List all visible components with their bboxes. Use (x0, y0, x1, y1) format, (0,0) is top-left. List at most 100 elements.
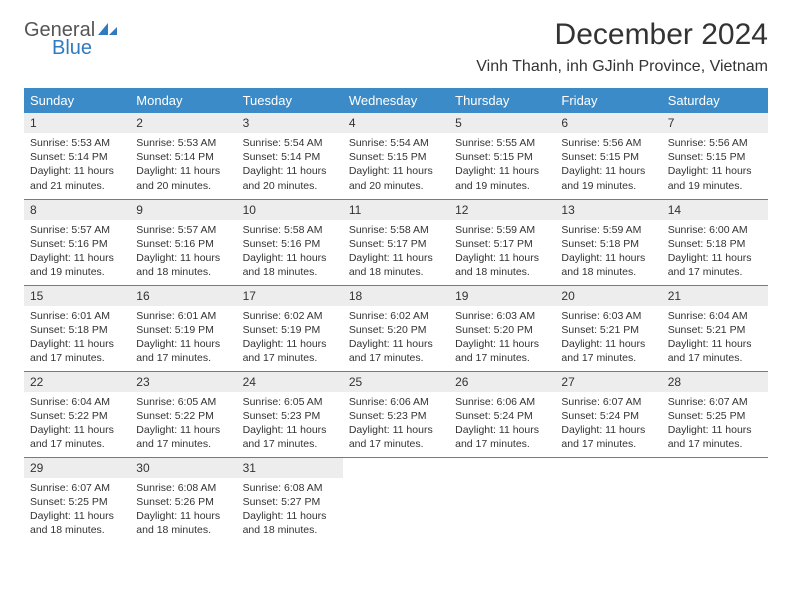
sunrise-text: Sunrise: 6:06 AM (349, 395, 443, 409)
daylight-line1: Daylight: 11 hours (136, 337, 230, 351)
calendar-cell: 4Sunrise: 5:54 AMSunset: 5:15 PMDaylight… (343, 113, 449, 199)
day-body: Sunrise: 5:59 AMSunset: 5:18 PMDaylight:… (555, 220, 661, 284)
sunset-text: Sunset: 5:19 PM (243, 323, 337, 337)
day-body: Sunrise: 5:55 AMSunset: 5:15 PMDaylight:… (449, 133, 555, 197)
day-body: Sunrise: 5:56 AMSunset: 5:15 PMDaylight:… (662, 133, 768, 197)
daylight-line2: and 17 minutes. (136, 437, 230, 451)
daylight-line2: and 20 minutes. (349, 179, 443, 193)
daylight-line2: and 17 minutes. (349, 351, 443, 365)
sunset-text: Sunset: 5:14 PM (243, 150, 337, 164)
daylight-line2: and 18 minutes. (136, 523, 230, 537)
sunrise-text: Sunrise: 6:08 AM (243, 481, 337, 495)
daylight-line1: Daylight: 11 hours (30, 337, 124, 351)
calendar-cell: 12Sunrise: 5:59 AMSunset: 5:17 PMDayligh… (449, 199, 555, 285)
sunset-text: Sunset: 5:23 PM (349, 409, 443, 423)
day-number: 30 (130, 458, 236, 478)
day-number: 17 (237, 286, 343, 306)
day-number: 11 (343, 200, 449, 220)
calendar-week-row: 15Sunrise: 6:01 AMSunset: 5:18 PMDayligh… (24, 285, 768, 371)
weekday-header: Monday (130, 88, 236, 113)
day-body: Sunrise: 5:57 AMSunset: 5:16 PMDaylight:… (130, 220, 236, 284)
sunset-text: Sunset: 5:15 PM (668, 150, 762, 164)
day-body: Sunrise: 6:04 AMSunset: 5:21 PMDaylight:… (662, 306, 768, 370)
daylight-line1: Daylight: 11 hours (349, 423, 443, 437)
sunrise-text: Sunrise: 6:03 AM (561, 309, 655, 323)
sunset-text: Sunset: 5:22 PM (30, 409, 124, 423)
sunrise-text: Sunrise: 6:07 AM (561, 395, 655, 409)
calendar-cell: 16Sunrise: 6:01 AMSunset: 5:19 PMDayligh… (130, 285, 236, 371)
day-number: 8 (24, 200, 130, 220)
calendar-week-row: 29Sunrise: 6:07 AMSunset: 5:25 PMDayligh… (24, 457, 768, 543)
daylight-line2: and 18 minutes. (349, 265, 443, 279)
logo: General Blue (24, 20, 119, 58)
page: General Blue December 2024 Vinh Thanh, i… (0, 0, 792, 612)
day-body: Sunrise: 5:54 AMSunset: 5:14 PMDaylight:… (237, 133, 343, 197)
day-body: Sunrise: 6:06 AMSunset: 5:24 PMDaylight:… (449, 392, 555, 456)
daylight-line1: Daylight: 11 hours (136, 251, 230, 265)
sunset-text: Sunset: 5:16 PM (136, 237, 230, 251)
sunset-text: Sunset: 5:15 PM (455, 150, 549, 164)
sunrise-text: Sunrise: 5:59 AM (561, 223, 655, 237)
sunrise-text: Sunrise: 6:02 AM (349, 309, 443, 323)
day-number: 12 (449, 200, 555, 220)
daylight-line1: Daylight: 11 hours (243, 337, 337, 351)
day-body: Sunrise: 6:07 AMSunset: 5:25 PMDaylight:… (24, 478, 130, 542)
logo-sail-icon (97, 22, 119, 36)
day-body: Sunrise: 6:02 AMSunset: 5:19 PMDaylight:… (237, 306, 343, 370)
calendar-cell: 21Sunrise: 6:04 AMSunset: 5:21 PMDayligh… (662, 285, 768, 371)
daylight-line1: Daylight: 11 hours (30, 423, 124, 437)
sunset-text: Sunset: 5:15 PM (561, 150, 655, 164)
daylight-line1: Daylight: 11 hours (349, 251, 443, 265)
calendar-cell: 25Sunrise: 6:06 AMSunset: 5:23 PMDayligh… (343, 371, 449, 457)
sunrise-text: Sunrise: 6:07 AM (30, 481, 124, 495)
sunset-text: Sunset: 5:27 PM (243, 495, 337, 509)
sunrise-text: Sunrise: 5:58 AM (243, 223, 337, 237)
calendar-cell (662, 457, 768, 543)
sunrise-text: Sunrise: 6:04 AM (30, 395, 124, 409)
day-body: Sunrise: 6:08 AMSunset: 5:27 PMDaylight:… (237, 478, 343, 542)
day-body: Sunrise: 5:53 AMSunset: 5:14 PMDaylight:… (24, 133, 130, 197)
day-number: 21 (662, 286, 768, 306)
daylight-line2: and 19 minutes. (455, 179, 549, 193)
sunrise-text: Sunrise: 6:08 AM (136, 481, 230, 495)
daylight-line1: Daylight: 11 hours (243, 423, 337, 437)
daylight-line2: and 17 minutes. (455, 351, 549, 365)
sunset-text: Sunset: 5:18 PM (561, 237, 655, 251)
calendar-cell: 24Sunrise: 6:05 AMSunset: 5:23 PMDayligh… (237, 371, 343, 457)
day-number: 18 (343, 286, 449, 306)
daylight-line1: Daylight: 11 hours (349, 164, 443, 178)
month-title: December 2024 (476, 18, 768, 52)
calendar-cell: 13Sunrise: 5:59 AMSunset: 5:18 PMDayligh… (555, 199, 661, 285)
daylight-line2: and 17 minutes. (668, 351, 762, 365)
day-body: Sunrise: 5:59 AMSunset: 5:17 PMDaylight:… (449, 220, 555, 284)
calendar-cell: 15Sunrise: 6:01 AMSunset: 5:18 PMDayligh… (24, 285, 130, 371)
day-number: 29 (24, 458, 130, 478)
calendar-cell: 22Sunrise: 6:04 AMSunset: 5:22 PMDayligh… (24, 371, 130, 457)
day-body: Sunrise: 6:01 AMSunset: 5:18 PMDaylight:… (24, 306, 130, 370)
day-number: 28 (662, 372, 768, 392)
day-number: 1 (24, 113, 130, 133)
day-number: 19 (449, 286, 555, 306)
sunrise-text: Sunrise: 5:53 AM (136, 136, 230, 150)
calendar-week-row: 8Sunrise: 5:57 AMSunset: 5:16 PMDaylight… (24, 199, 768, 285)
calendar-cell (449, 457, 555, 543)
day-number: 14 (662, 200, 768, 220)
daylight-line2: and 20 minutes. (136, 179, 230, 193)
weekday-header: Saturday (662, 88, 768, 113)
sunset-text: Sunset: 5:19 PM (136, 323, 230, 337)
daylight-line1: Daylight: 11 hours (668, 251, 762, 265)
day-body: Sunrise: 6:03 AMSunset: 5:21 PMDaylight:… (555, 306, 661, 370)
daylight-line1: Daylight: 11 hours (561, 423, 655, 437)
daylight-line1: Daylight: 11 hours (136, 509, 230, 523)
day-number: 23 (130, 372, 236, 392)
calendar-cell: 3Sunrise: 5:54 AMSunset: 5:14 PMDaylight… (237, 113, 343, 199)
sunrise-text: Sunrise: 6:05 AM (243, 395, 337, 409)
sunrise-text: Sunrise: 6:03 AM (455, 309, 549, 323)
sunrise-text: Sunrise: 5:58 AM (349, 223, 443, 237)
calendar-cell (555, 457, 661, 543)
daylight-line2: and 18 minutes. (243, 265, 337, 279)
daylight-line2: and 19 minutes. (561, 179, 655, 193)
sunrise-text: Sunrise: 5:53 AM (30, 136, 124, 150)
daylight-line2: and 19 minutes. (30, 265, 124, 279)
sunset-text: Sunset: 5:17 PM (349, 237, 443, 251)
